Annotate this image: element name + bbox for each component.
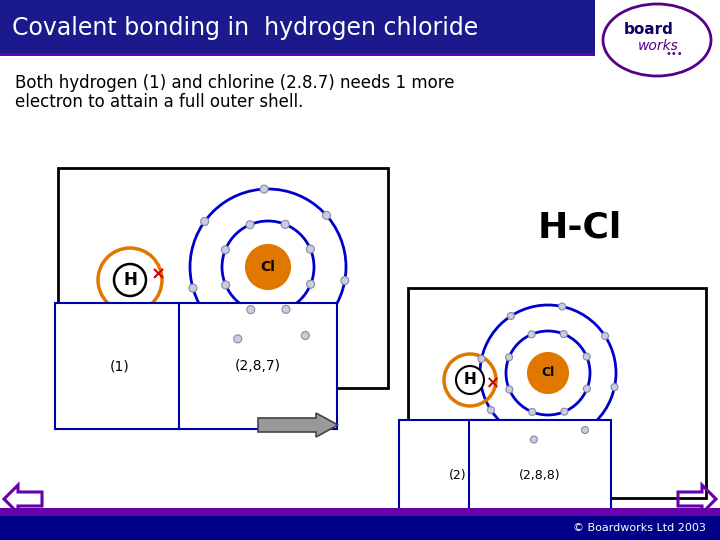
Circle shape	[582, 427, 588, 434]
Bar	[58, 168, 388, 388]
Text: works: works	[638, 39, 678, 53]
Circle shape	[508, 313, 515, 320]
Circle shape	[201, 218, 209, 226]
Circle shape	[528, 353, 568, 393]
Circle shape	[189, 284, 197, 292]
Text: (2,8,8): (2,8,8)	[519, 469, 561, 483]
Text: (2,8,7): (2,8,7)	[235, 359, 281, 373]
Circle shape	[561, 408, 568, 415]
Circle shape	[222, 281, 230, 289]
Circle shape	[246, 245, 290, 289]
Circle shape	[221, 246, 230, 254]
Circle shape	[260, 185, 268, 193]
Bar	[408, 288, 706, 498]
Circle shape	[282, 305, 290, 313]
Bar	[0, 508, 720, 516]
Circle shape	[583, 353, 590, 360]
Text: (2): (2)	[449, 469, 467, 483]
Circle shape	[234, 335, 242, 343]
Circle shape	[528, 331, 535, 338]
Bar	[0, 516, 720, 540]
Circle shape	[246, 221, 254, 228]
Circle shape	[560, 330, 567, 338]
Bar	[0, 0, 595, 56]
Circle shape	[341, 276, 348, 285]
Ellipse shape	[603, 4, 711, 76]
Text: Cl: Cl	[261, 260, 276, 274]
Circle shape	[487, 407, 495, 414]
Text: ×: ×	[150, 265, 166, 283]
Text: © Boardworks Ltd 2003: © Boardworks Ltd 2003	[573, 523, 706, 533]
FancyArrow shape	[258, 413, 338, 437]
Text: (1): (1)	[110, 359, 130, 373]
Circle shape	[559, 303, 566, 310]
Circle shape	[306, 245, 315, 253]
Circle shape	[323, 211, 330, 219]
Text: board: board	[624, 23, 674, 37]
Bar	[0, 53, 595, 56]
Text: H: H	[123, 271, 137, 289]
Circle shape	[478, 355, 485, 362]
Circle shape	[247, 306, 255, 314]
Text: ×: ×	[486, 374, 500, 392]
Text: Cl: Cl	[541, 367, 554, 380]
Circle shape	[601, 333, 608, 340]
Circle shape	[456, 366, 484, 394]
Circle shape	[98, 248, 162, 312]
Circle shape	[506, 386, 513, 393]
Text: Covalent bonding in  hydrogen chloride: Covalent bonding in hydrogen chloride	[12, 16, 478, 40]
Circle shape	[611, 383, 618, 390]
Circle shape	[301, 332, 310, 340]
Text: H: H	[464, 373, 477, 388]
Circle shape	[528, 408, 536, 415]
Circle shape	[531, 436, 537, 443]
Circle shape	[282, 220, 289, 228]
Circle shape	[307, 280, 315, 288]
Text: •••: •••	[665, 49, 683, 59]
Text: electron to attain a full outer shell.: electron to attain a full outer shell.	[15, 93, 303, 111]
Circle shape	[114, 264, 146, 296]
Text: H-Cl: H-Cl	[538, 211, 622, 245]
Circle shape	[583, 385, 590, 392]
Text: Both hydrogen (1) and chlorine (2.8.7) needs 1 more: Both hydrogen (1) and chlorine (2.8.7) n…	[15, 74, 454, 92]
Circle shape	[505, 354, 513, 361]
